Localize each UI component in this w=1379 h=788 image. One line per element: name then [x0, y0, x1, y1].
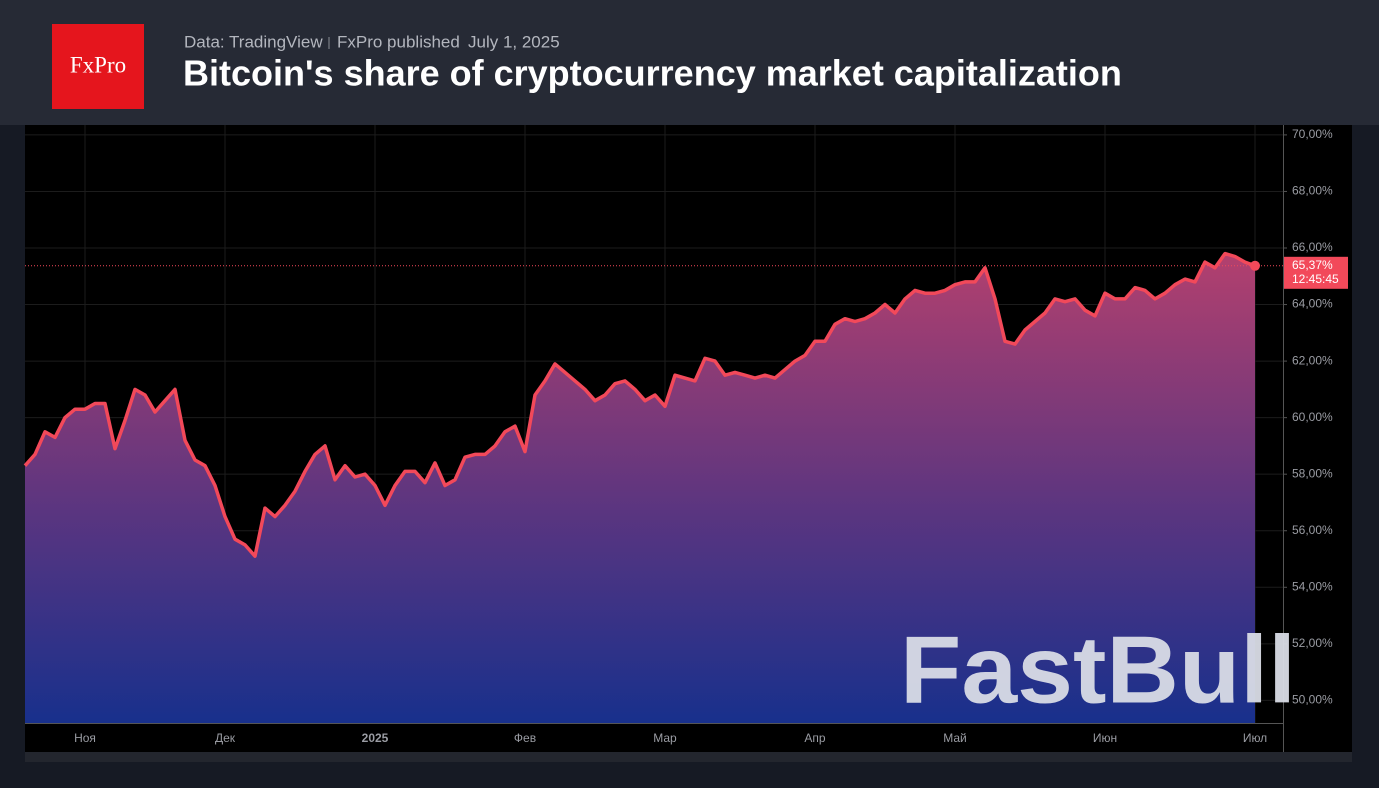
- y-tick-label: 62,00%: [1292, 353, 1333, 367]
- x-tick-label: 2025: [362, 731, 389, 745]
- area: [25, 253, 1255, 723]
- x-tick-label: Июл: [1243, 731, 1267, 745]
- x-tick-label: Июн: [1093, 731, 1117, 745]
- last-value-label: 65,37%: [1292, 258, 1333, 272]
- y-tick-label: 60,00%: [1292, 410, 1333, 424]
- header-bar: [0, 0, 1379, 125]
- price-tag: [1284, 256, 1348, 289]
- logo-box: [52, 24, 144, 109]
- x-tick-label: Ноя: [74, 731, 96, 745]
- x-tick-label: Фев: [514, 731, 536, 745]
- line: [23, 251, 1256, 558]
- x-tick-label: Май: [943, 731, 967, 745]
- last-point: [1250, 260, 1260, 271]
- publish-date: July 1, 2025: [468, 32, 560, 51]
- bottom-strip: [25, 752, 1352, 762]
- y-tick-label: 56,00%: [1292, 523, 1333, 537]
- last-time: 12:45:45: [1292, 272, 1339, 286]
- y-tick-label: 64,00%: [1292, 297, 1333, 311]
- x-tick-label: Дек: [215, 731, 236, 745]
- axes: 50,00% 52,00% 54,00% 56,00% 58,00% 60,00% 62,0…: [74, 127, 1348, 745]
- logo: FxPro: [70, 52, 126, 77]
- publisher: FxPro published: [337, 32, 460, 51]
- chart-title: Bitcoin's share of cryptocurrency market…: [183, 53, 1122, 94]
- source: Data: TradingView: [184, 32, 323, 51]
- y-tick-label: 50,00%: [1292, 693, 1333, 707]
- x-tick-label: Апр: [804, 731, 826, 745]
- y-tick-label: 52,00%: [1292, 636, 1333, 650]
- y-tick-label: 54,00%: [1292, 579, 1333, 593]
- y-tick-label: 58,00%: [1292, 466, 1333, 480]
- y-tick-label: 70,00%: [1292, 127, 1333, 141]
- x-tick-label: Мар: [653, 731, 677, 745]
- plot: [23, 251, 1283, 723]
- y-tick-label: 66,00%: [1292, 240, 1333, 254]
- y-tick-label: 68,00%: [1292, 184, 1333, 198]
- watermark: FastBull: [900, 616, 1296, 723]
